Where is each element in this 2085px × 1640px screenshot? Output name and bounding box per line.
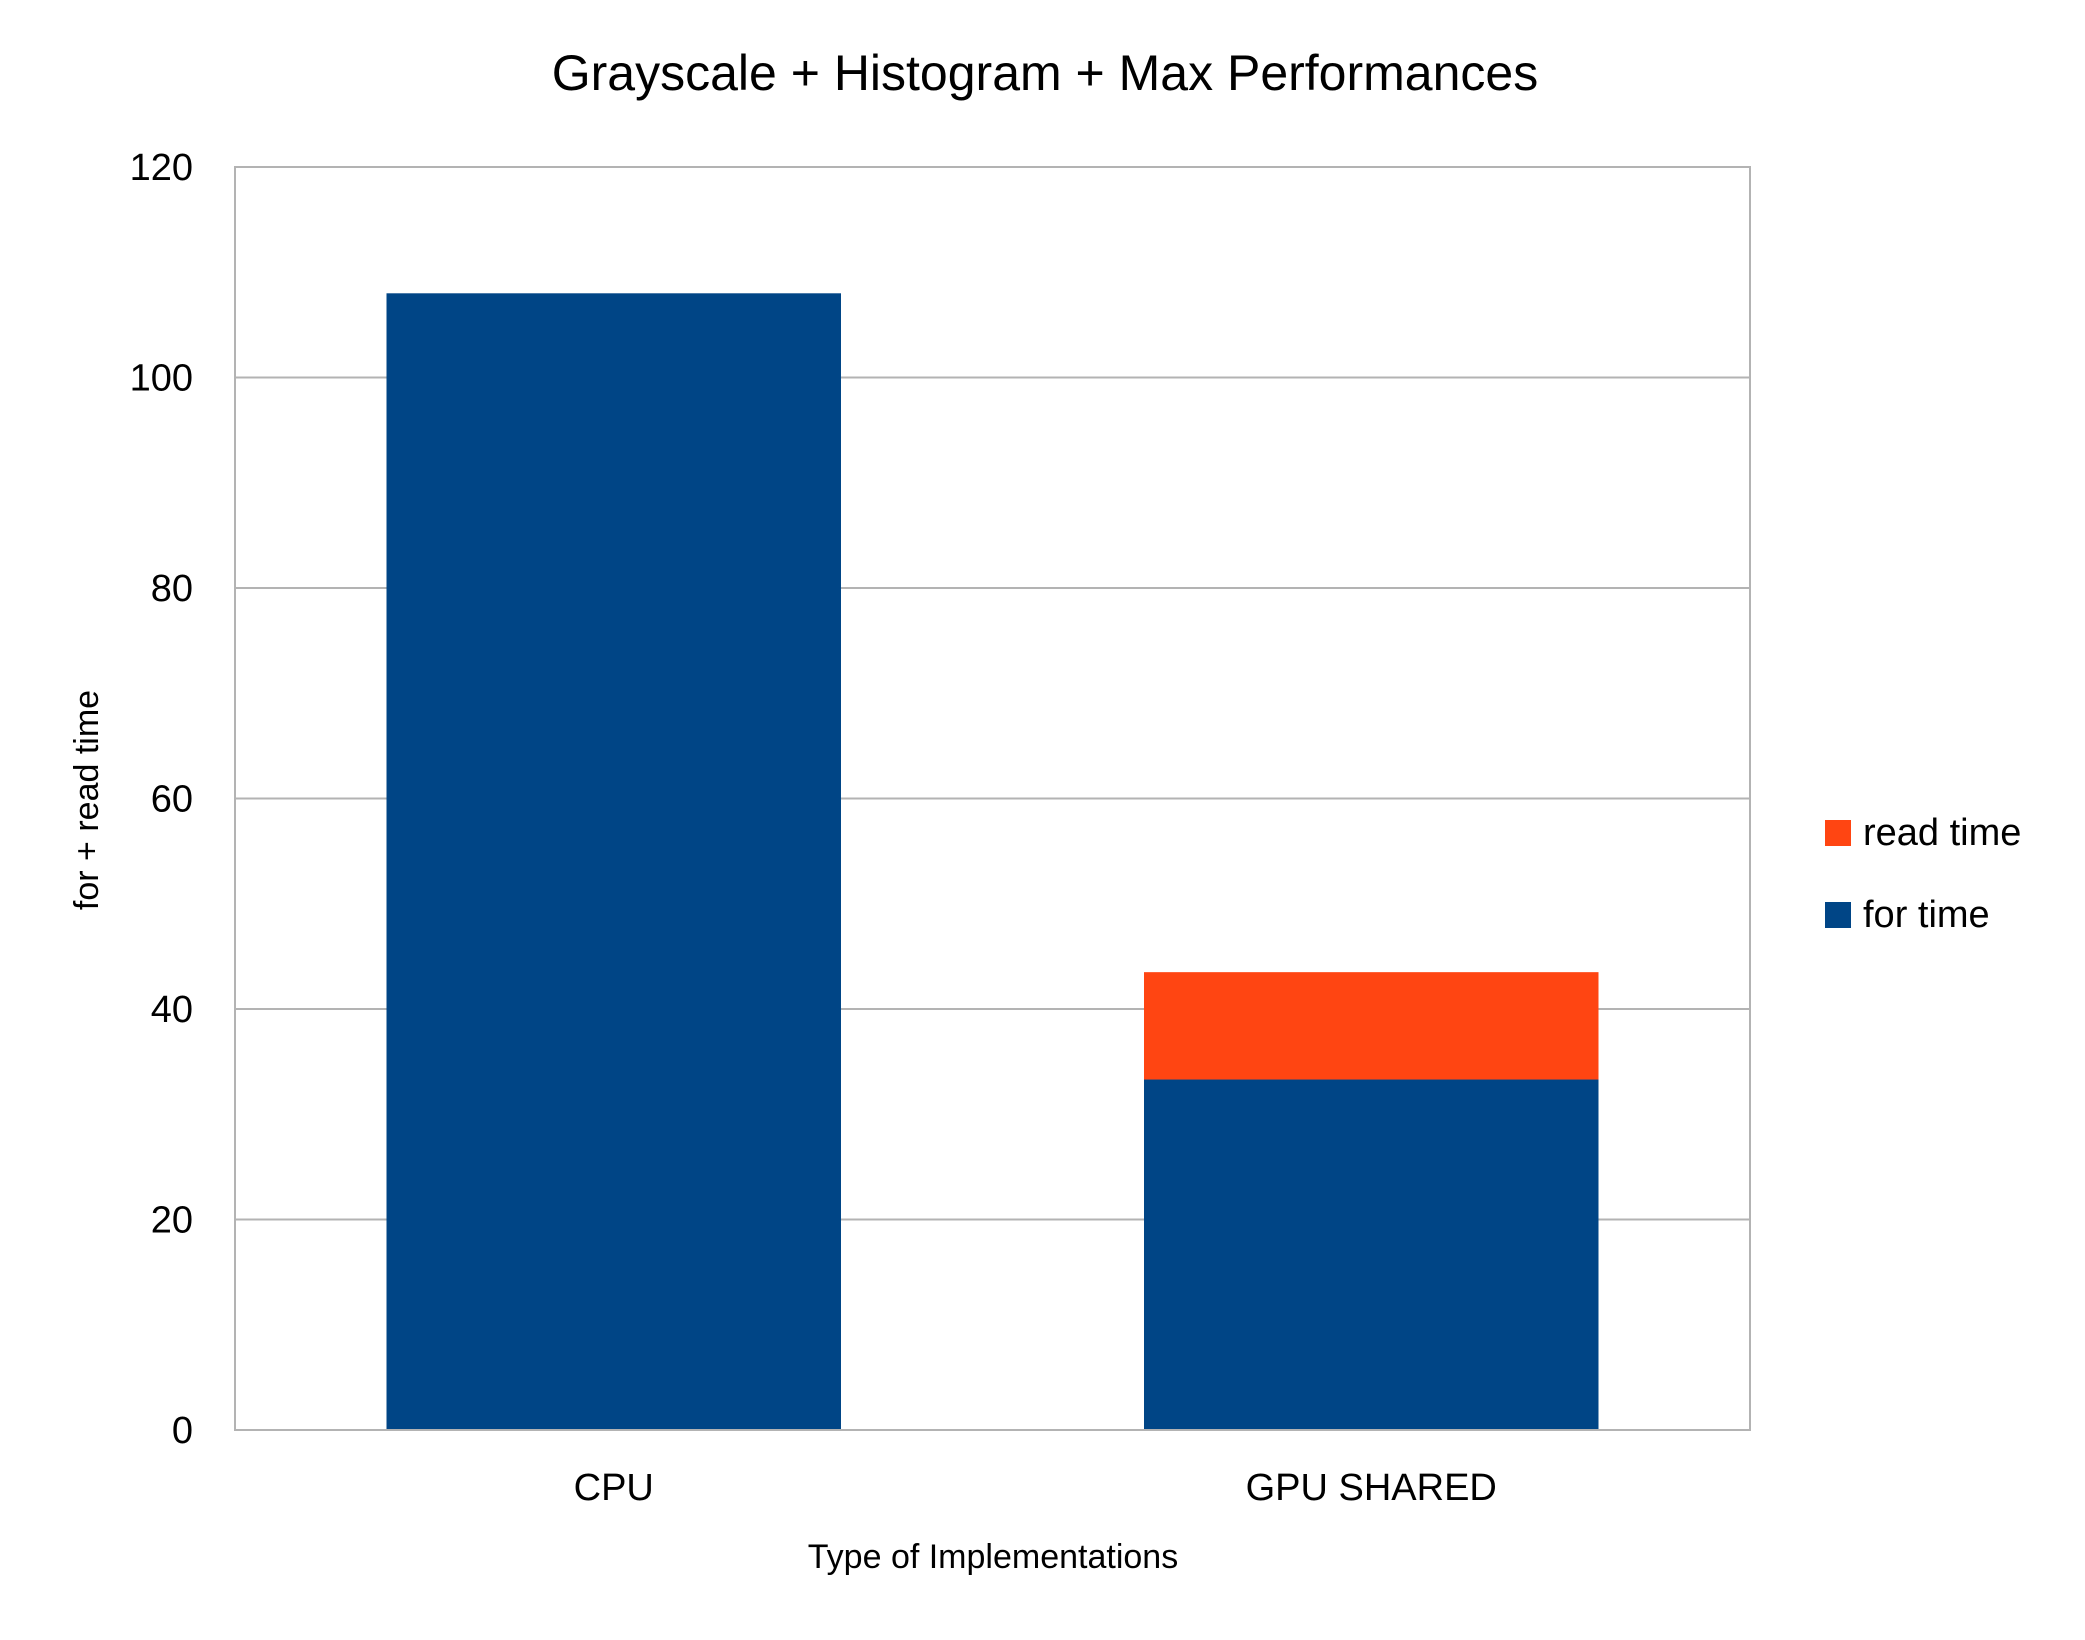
bar-read-time-gpu-shared xyxy=(1144,972,1599,1080)
x-tick-label: CPU xyxy=(574,1467,654,1509)
y-tick-label: 60 xyxy=(151,779,193,821)
legend-swatch xyxy=(1825,820,1851,846)
legend-label: for time xyxy=(1863,894,1990,936)
bars xyxy=(386,293,1599,1430)
chart-title: Grayscale + Histogram + Max Performances xyxy=(552,45,1538,101)
legend: read time for time xyxy=(1825,812,2021,936)
y-tick-label: 120 xyxy=(130,147,193,189)
y-axis-ticks: 0 20 40 60 80 100 120 xyxy=(130,147,193,1452)
y-axis-title: for + read time xyxy=(68,690,106,910)
x-tick-label: GPU SHARED xyxy=(1246,1467,1497,1509)
x-axis-ticks: CPU GPU SHARED xyxy=(574,1467,1497,1509)
legend-label: read time xyxy=(1863,812,2021,854)
bar-for-time-cpu xyxy=(386,293,841,1430)
y-tick-label: 20 xyxy=(151,1200,193,1242)
plot-frame xyxy=(234,166,1751,1431)
bar-for-time-gpu-shared xyxy=(1144,1079,1599,1430)
y-tick-label: 40 xyxy=(151,989,193,1031)
y-tick-label: 80 xyxy=(151,568,193,610)
y-tick-label: 0 xyxy=(172,1410,193,1452)
x-axis-title: Type of Implementations xyxy=(808,1538,1178,1576)
y-tick-label: 100 xyxy=(130,358,193,400)
legend-swatch xyxy=(1825,902,1851,928)
